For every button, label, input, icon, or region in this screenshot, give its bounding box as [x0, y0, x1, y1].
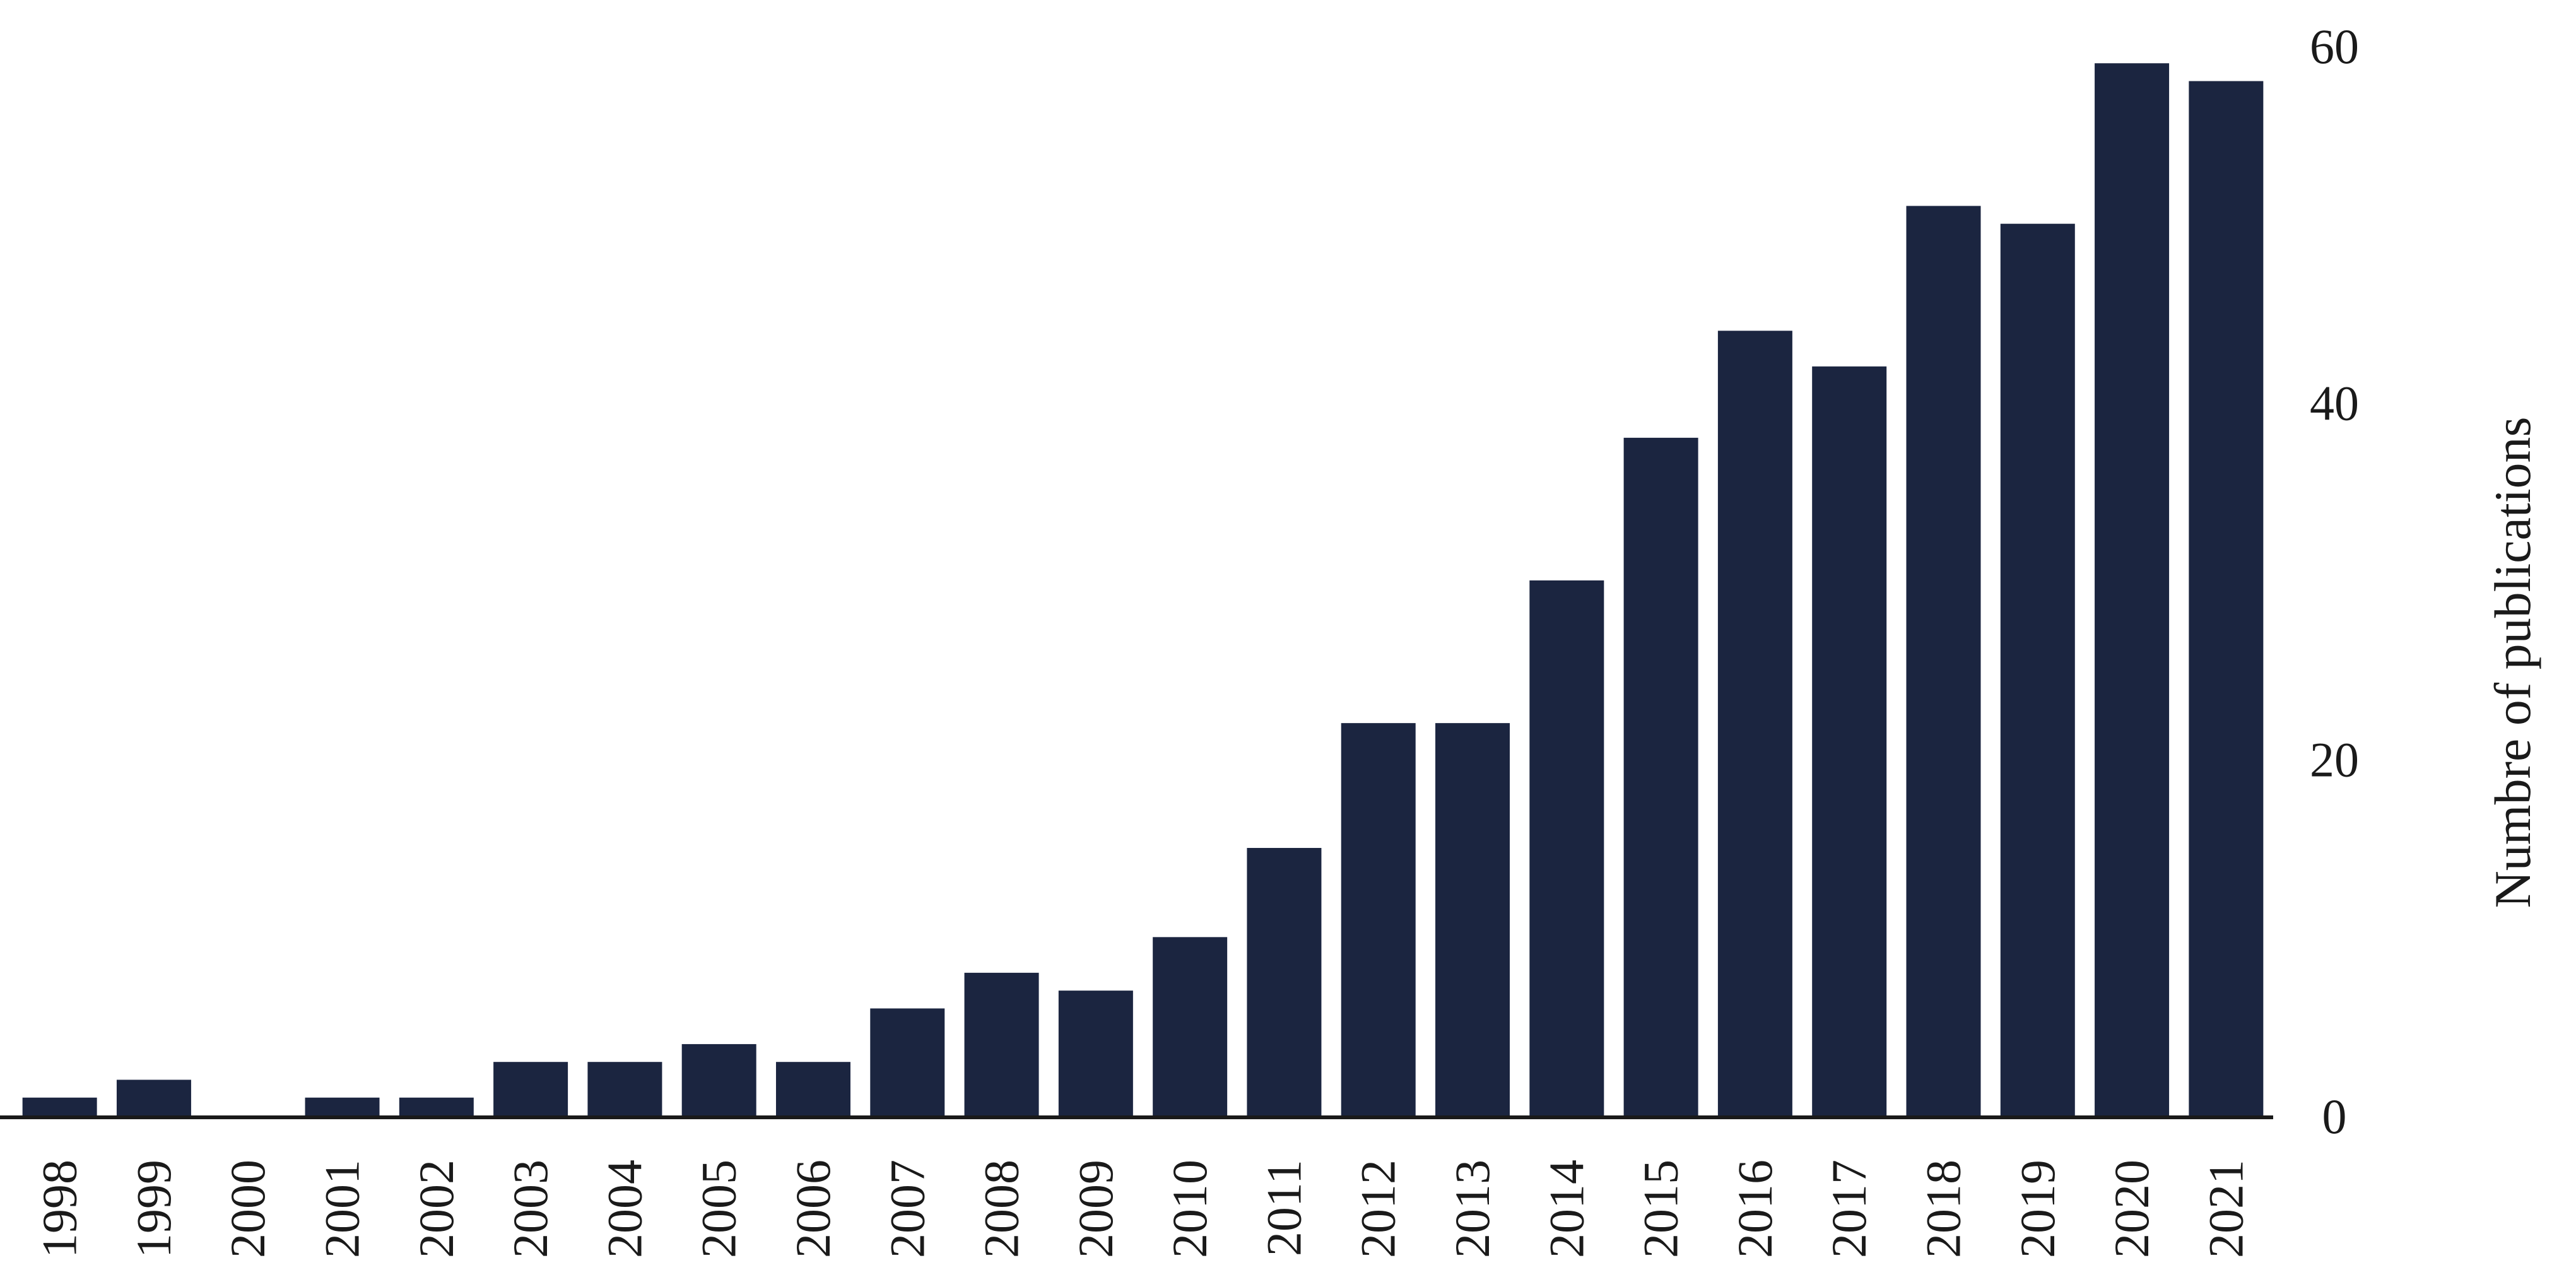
bar-2018 [1906, 206, 1981, 1115]
x-tick-label-2015: 2015 [1633, 1160, 1688, 1258]
bar-2010 [1153, 937, 1228, 1115]
bar-2005 [681, 1044, 756, 1115]
bar-2003 [493, 1062, 568, 1115]
x-tick-label-2003: 2003 [503, 1160, 558, 1258]
x-tick-label-2011: 2011 [1256, 1160, 1311, 1256]
y-axis-title: Numbre of publications [2484, 417, 2541, 909]
bar-2019 [2000, 223, 2075, 1116]
x-tick-label-2020: 2020 [2104, 1160, 2159, 1258]
bar-2014 [1529, 580, 1604, 1115]
x-tick-label-2001: 2001 [315, 1160, 370, 1258]
bar-2017 [1812, 366, 1887, 1115]
x-tick-label-2008: 2008 [974, 1160, 1029, 1258]
bar-2013 [1435, 723, 1510, 1115]
x-tick-label-1999: 1999 [126, 1160, 181, 1258]
x-tick-label-2013: 2013 [1445, 1160, 1500, 1258]
bar-2002 [399, 1097, 474, 1115]
x-tick-label-2012: 2012 [1351, 1160, 1406, 1258]
x-tick-label-2009: 2009 [1068, 1160, 1123, 1258]
y-tick-label-40: 40 [2310, 375, 2359, 430]
x-tick-label-2018: 2018 [1915, 1160, 1970, 1258]
x-tick-label-2007: 2007 [879, 1160, 934, 1258]
x-tick-label-2002: 2002 [409, 1160, 464, 1258]
bar-2015 [1623, 437, 1698, 1115]
y-tick-label-20: 20 [2310, 732, 2359, 787]
x-tick-label-2014: 2014 [1539, 1160, 1594, 1258]
x-tick-label-2006: 2006 [785, 1160, 840, 1258]
x-tick-label-2010: 2010 [1162, 1160, 1217, 1258]
bar-2008 [964, 972, 1039, 1115]
bar-2001 [305, 1097, 380, 1115]
y-tick-label-0: 0 [2322, 1089, 2347, 1144]
bar-1999 [116, 1079, 191, 1115]
x-tick-label-2000: 2000 [220, 1160, 275, 1258]
x-tick-label-2017: 2017 [1821, 1160, 1876, 1258]
bar-2006 [775, 1062, 850, 1115]
bar-2016 [1717, 331, 1792, 1116]
bar-2004 [587, 1062, 662, 1115]
bar-1998 [22, 1097, 97, 1115]
x-tick-label-2021: 2021 [2198, 1160, 2253, 1258]
x-tick-label-2005: 2005 [691, 1160, 746, 1258]
bar-2021 [2189, 81, 2264, 1116]
bar-2011 [1247, 848, 1322, 1115]
bar-2020 [2095, 63, 2170, 1115]
bar-2012 [1341, 723, 1416, 1115]
bar-2007 [870, 1008, 945, 1115]
x-tick-label-2016: 2016 [1727, 1160, 1782, 1258]
x-tick-label-2004: 2004 [597, 1160, 652, 1258]
bars-group [22, 63, 2264, 1116]
y-tick-labels: 0 20 40 60 [2310, 19, 2359, 1144]
y-tick-label-60: 60 [2310, 19, 2359, 74]
x-tick-labels: 1998 1999 2000 2001 2002 2003 2004 2005 2006 2007… [32, 1160, 2254, 1258]
x-tick-label-2019: 2019 [2010, 1160, 2065, 1258]
x-tick-label-1998: 1998 [32, 1160, 87, 1258]
bar-2009 [1058, 991, 1133, 1115]
